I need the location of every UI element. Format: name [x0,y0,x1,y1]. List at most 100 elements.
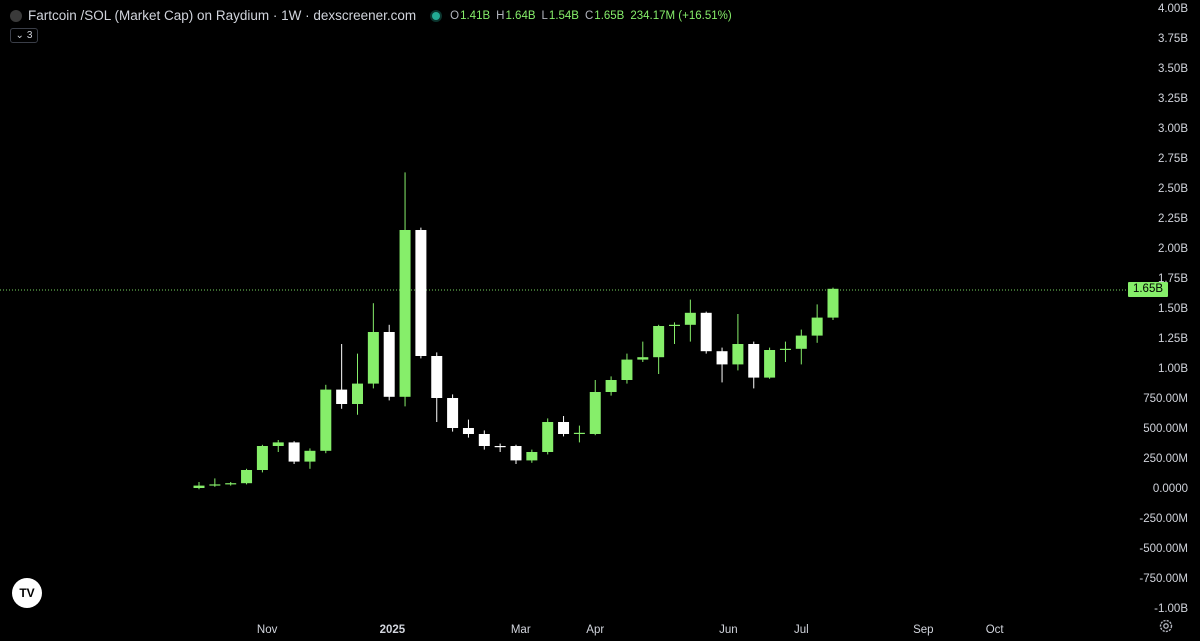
candle[interactable] [272,440,284,452]
chart-header: Fartcoin /SOL (Market Cap) on Raydium · … [10,8,732,23]
candle[interactable] [320,384,332,454]
candle-body [320,389,332,451]
candle-body [225,483,237,485]
candle-body [811,317,823,336]
candle[interactable] [779,341,791,362]
candle-body [193,485,205,488]
candle-body [367,332,379,384]
y-tick-label: 2.50B [1158,183,1188,195]
open-label: O [450,9,460,22]
indicators-toggle-button[interactable]: ⌄ 3 [10,28,38,43]
candle[interactable] [447,394,459,432]
candle[interactable] [256,444,268,473]
x-tick-label: Sep [913,624,933,636]
token-icon [10,9,22,22]
candle[interactable] [669,322,680,344]
current-price-label: 1.65B [1128,282,1168,297]
x-tick-label: Jul [794,624,809,636]
chart-title: Fartcoin /SOL (Market Cap) on Raydium · … [28,8,417,23]
candle[interactable] [811,304,823,343]
candle[interactable] [764,347,776,379]
candle[interactable] [510,444,522,464]
candle[interactable] [462,419,474,438]
candle[interactable] [589,380,601,436]
candle-body [732,344,744,365]
candle-body [589,392,601,434]
candle[interactable] [558,416,570,437]
candle[interactable] [367,303,379,389]
candle[interactable] [637,341,649,362]
candle[interactable] [209,478,221,487]
x-tick-label: Nov [257,624,278,636]
candle[interactable] [748,341,760,389]
candle-body [478,434,490,446]
candle[interactable] [304,448,316,469]
candle[interactable] [526,449,538,463]
candle[interactable] [494,443,506,452]
y-tick-label: 3.25B [1158,93,1188,105]
candle[interactable] [795,329,807,365]
candle[interactable] [478,430,490,450]
low-value: 1.54B [548,9,579,22]
candle-body [716,351,728,365]
ohlc-readout: O1.41B H1.64B L1.54B C1.65B 234.17M (+16… [450,10,732,22]
candle[interactable] [193,482,205,490]
x-tick-label: Oct [986,624,1005,636]
candle[interactable] [542,418,554,455]
tradingview-logo-icon[interactable]: TV [12,578,42,608]
close-label: C [584,9,594,22]
market-status-icon[interactable] [432,11,441,20]
candle-body [795,335,807,349]
candle[interactable] [288,441,300,464]
candle-body [415,230,427,356]
candle-body [272,442,284,446]
candle[interactable] [241,468,253,485]
high-value: 1.64B [505,9,536,22]
y-tick-label: 4.00B [1158,3,1188,15]
y-tick-label: 3.50B [1158,63,1188,75]
y-tick-label: -500.00M [1139,543,1188,555]
candle[interactable] [653,324,665,374]
y-tick-label: -250.00M [1139,513,1188,525]
candle-body [336,389,348,404]
indicators-count: 3 [26,30,33,41]
y-tick-label: 3.75B [1158,33,1188,45]
y-tick-label: 1.00B [1158,363,1188,375]
close-value: 1.65B [594,9,625,22]
candle-body [764,350,776,378]
candle-body [241,470,253,484]
candle[interactable] [827,287,839,320]
x-tick-label: Jun [719,624,738,636]
candle[interactable] [383,324,395,401]
candle[interactable] [700,311,712,354]
candle[interactable] [431,352,443,422]
candle[interactable] [621,353,633,384]
candle[interactable] [732,314,744,371]
candle[interactable] [605,376,617,396]
candle[interactable] [415,227,427,359]
candle-body [447,398,459,428]
gear-icon[interactable] [1158,618,1174,634]
candle-body [352,383,363,404]
candle[interactable] [573,425,585,443]
candle-body [542,422,554,452]
candle[interactable] [716,347,728,383]
candle[interactable] [352,353,363,415]
candle-body [510,446,522,461]
open-value: 1.41B [460,9,491,22]
candle-body [304,450,316,462]
candle-body [573,432,585,434]
candle[interactable] [399,172,411,407]
y-tick-label: -1.00B [1154,603,1188,615]
candle[interactable] [336,344,348,409]
candle-body [526,452,538,461]
candle[interactable] [684,299,696,342]
candle-body [637,357,649,360]
y-tick-label: 1.25B [1158,333,1188,345]
chevron-down-icon: ⌄ [15,30,24,41]
candle-body [669,324,680,326]
y-tick-label: 0.0000 [1153,483,1188,495]
candle[interactable] [225,482,237,486]
x-tick-label: Apr [586,624,604,636]
